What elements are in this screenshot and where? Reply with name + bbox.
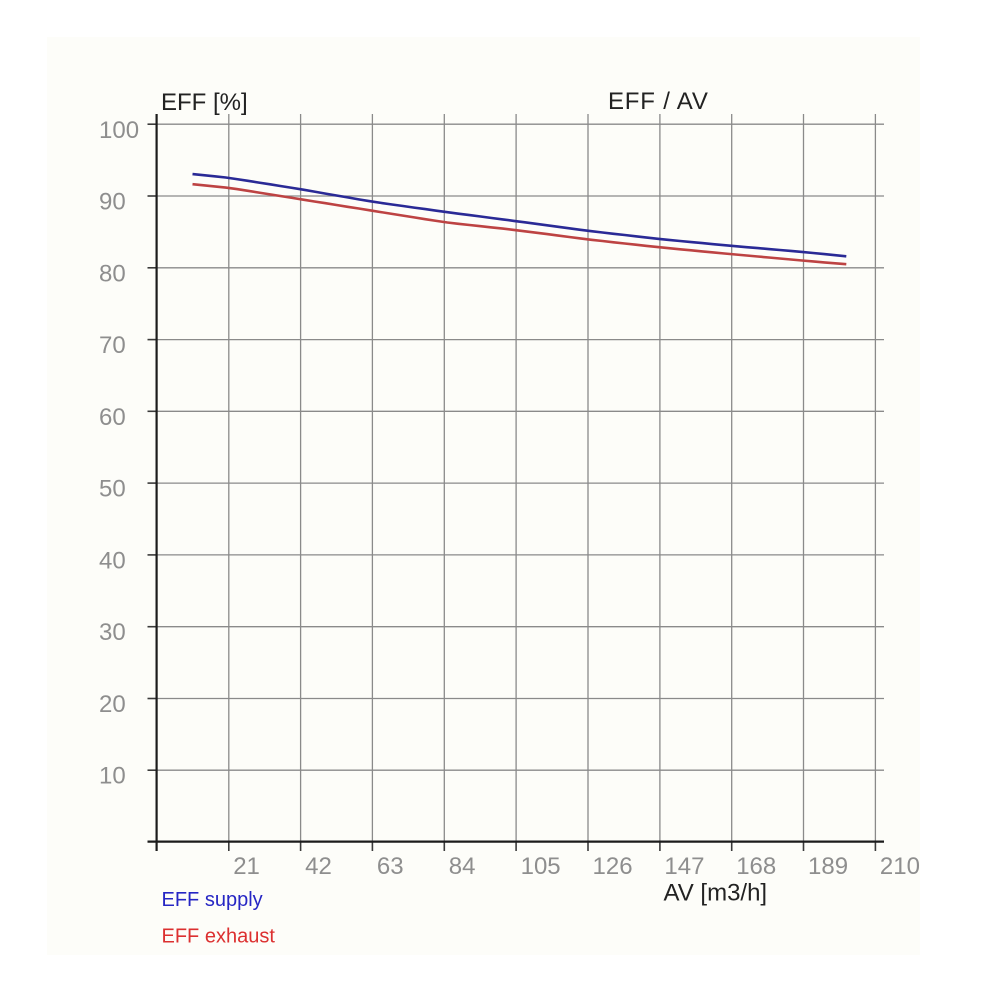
svg-text:10: 10 — [99, 763, 126, 790]
svg-text:147: 147 — [664, 853, 704, 880]
svg-text:63: 63 — [377, 853, 404, 880]
svg-text:84: 84 — [449, 853, 476, 880]
svg-text:20: 20 — [99, 691, 126, 718]
svg-text:EFF supply: EFF supply — [162, 889, 263, 911]
svg-text:60: 60 — [99, 404, 126, 431]
svg-text:40: 40 — [99, 547, 126, 574]
svg-text:210: 210 — [880, 853, 920, 880]
svg-text:50: 50 — [99, 476, 126, 503]
svg-text:EFF / AV: EFF / AV — [608, 88, 709, 115]
svg-text:EFF [%]: EFF [%] — [161, 89, 248, 116]
svg-text:21: 21 — [233, 853, 260, 880]
svg-text:70: 70 — [99, 332, 126, 359]
svg-text:30: 30 — [99, 619, 126, 646]
svg-text:42: 42 — [305, 853, 332, 880]
svg-text:90: 90 — [99, 189, 126, 216]
svg-text:EFF exhaust: EFF exhaust — [162, 926, 276, 948]
svg-text:AV [m3/h]: AV [m3/h] — [664, 880, 768, 907]
svg-text:126: 126 — [593, 853, 633, 880]
svg-text:189: 189 — [808, 853, 848, 880]
svg-text:168: 168 — [736, 853, 776, 880]
svg-text:100: 100 — [99, 117, 139, 144]
svg-text:105: 105 — [521, 853, 561, 880]
svg-text:80: 80 — [99, 260, 126, 287]
